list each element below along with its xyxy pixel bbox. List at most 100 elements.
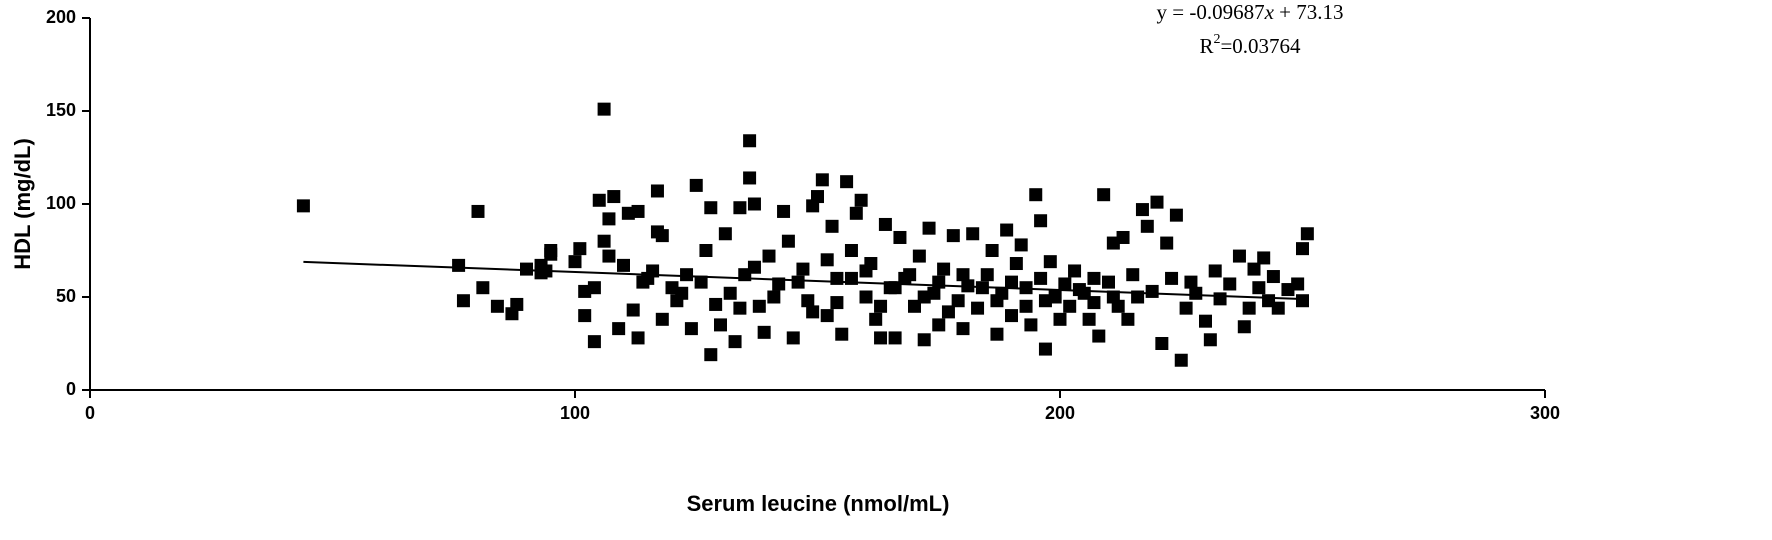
point bbox=[796, 262, 810, 276]
point bbox=[951, 294, 965, 308]
point bbox=[1116, 230, 1130, 244]
point bbox=[1087, 296, 1101, 310]
point bbox=[1082, 312, 1096, 326]
point bbox=[578, 309, 592, 323]
point bbox=[903, 268, 917, 282]
point bbox=[452, 258, 466, 272]
point bbox=[1189, 286, 1203, 300]
point bbox=[699, 244, 713, 257]
point bbox=[893, 230, 907, 244]
point bbox=[1252, 281, 1266, 295]
point bbox=[878, 217, 892, 231]
point bbox=[1169, 208, 1183, 222]
r2-part: 2 bbox=[1213, 32, 1220, 47]
point bbox=[709, 297, 723, 311]
equation-part: + 73.13 bbox=[1274, 0, 1344, 24]
point bbox=[1024, 318, 1038, 332]
point bbox=[1213, 292, 1227, 306]
point bbox=[1179, 301, 1193, 315]
point bbox=[597, 234, 611, 248]
point bbox=[1014, 238, 1028, 252]
point bbox=[602, 249, 616, 263]
point bbox=[684, 322, 698, 336]
point bbox=[631, 331, 645, 345]
point bbox=[1242, 301, 1256, 315]
y-tick-label: 150 bbox=[46, 100, 76, 120]
point bbox=[1140, 219, 1154, 233]
point bbox=[1005, 275, 1018, 289]
point bbox=[849, 206, 863, 220]
equation: y = -0.09687x + 73.13 bbox=[1156, 0, 1343, 24]
point bbox=[830, 296, 844, 310]
equation-part: y = -0.09687 bbox=[1156, 0, 1264, 24]
point bbox=[1232, 249, 1246, 263]
point bbox=[1126, 268, 1140, 282]
y-tick-label: 200 bbox=[46, 7, 76, 27]
point bbox=[1072, 283, 1086, 297]
point bbox=[922, 221, 936, 235]
point bbox=[670, 294, 684, 308]
point bbox=[689, 178, 703, 192]
point bbox=[655, 229, 669, 243]
point bbox=[820, 253, 834, 267]
point bbox=[1106, 290, 1120, 304]
point bbox=[733, 301, 747, 315]
point bbox=[772, 277, 786, 291]
point bbox=[597, 102, 611, 116]
point bbox=[956, 322, 970, 336]
point bbox=[917, 290, 931, 304]
point bbox=[912, 249, 926, 263]
point bbox=[820, 309, 834, 323]
point bbox=[801, 294, 815, 308]
point bbox=[1121, 312, 1135, 326]
r2-part: =0.03764 bbox=[1220, 34, 1301, 58]
point bbox=[612, 322, 626, 336]
point bbox=[1184, 275, 1198, 289]
r-squared: R2=0.03764 bbox=[1199, 32, 1301, 58]
point bbox=[476, 281, 490, 295]
point bbox=[510, 297, 524, 311]
point bbox=[1063, 299, 1077, 313]
point bbox=[1097, 188, 1111, 202]
point bbox=[990, 294, 1004, 308]
point bbox=[1257, 251, 1271, 265]
point bbox=[1135, 203, 1149, 217]
point bbox=[1019, 281, 1033, 295]
point bbox=[568, 255, 582, 269]
point bbox=[1048, 290, 1062, 304]
point bbox=[1266, 270, 1280, 284]
x-axis-label: Serum leucine (nmol/mL) bbox=[687, 491, 950, 516]
point bbox=[941, 305, 955, 319]
point bbox=[1208, 264, 1222, 278]
point bbox=[932, 318, 946, 332]
point bbox=[874, 299, 888, 313]
point bbox=[733, 201, 747, 215]
point bbox=[1203, 333, 1217, 347]
point bbox=[869, 312, 883, 326]
point bbox=[762, 249, 776, 263]
point bbox=[1043, 255, 1057, 269]
point bbox=[767, 290, 781, 304]
point bbox=[1092, 329, 1106, 343]
point bbox=[874, 331, 888, 345]
point bbox=[1087, 271, 1101, 285]
point bbox=[587, 335, 601, 349]
point bbox=[835, 327, 849, 341]
point bbox=[1223, 277, 1237, 291]
point bbox=[825, 219, 839, 233]
point bbox=[937, 262, 951, 276]
point bbox=[830, 271, 844, 285]
point bbox=[471, 204, 485, 218]
point bbox=[1009, 257, 1023, 271]
point bbox=[743, 134, 757, 148]
point bbox=[815, 173, 829, 187]
point bbox=[718, 227, 732, 241]
point bbox=[728, 335, 742, 349]
x-tick-label: 200 bbox=[1045, 403, 1075, 423]
point bbox=[631, 204, 645, 218]
point bbox=[1296, 242, 1309, 256]
point bbox=[747, 260, 761, 274]
point bbox=[1145, 284, 1159, 298]
point bbox=[1271, 301, 1285, 315]
point bbox=[723, 286, 737, 300]
